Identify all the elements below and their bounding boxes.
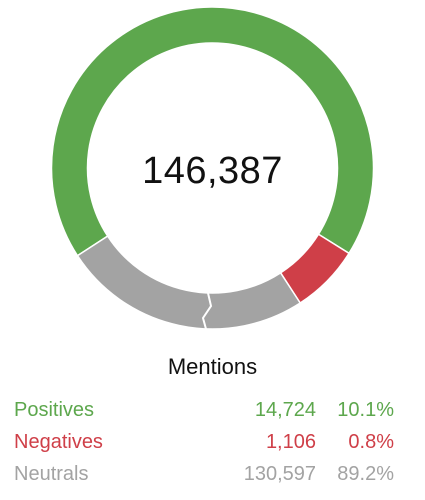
legend-label: Neutrals [14,463,89,485]
legend-percent: 89.2% [337,463,394,485]
legend-row-negatives[interactable]: Negatives 1,106 0.8% [14,426,394,458]
donut-segment-divider [201,292,213,330]
chart-caption: Mentions [167,354,258,379]
total-mentions-value: 146,387 [142,150,283,192]
legend-count: 1,106 [265,431,316,453]
legend: Positives 14,724 10.1% Negatives 1,106 0… [14,394,394,490]
legend-count: 130,597 [243,463,316,485]
legend-percent: 10.1% [337,399,394,421]
legend-label: Positives [14,399,95,421]
legend-row-neutrals[interactable]: Neutrals 130,597 89.2% [14,458,394,490]
donut-segment-positives[interactable] [50,6,375,257]
legend-label: Negatives [14,431,103,453]
donut-segment-neutrals[interactable] [76,235,302,330]
legend-row-positives[interactable]: Positives 14,724 10.1% [14,394,394,426]
legend-count: 14,724 [254,399,316,421]
legend-percent: 0.8% [348,431,394,453]
